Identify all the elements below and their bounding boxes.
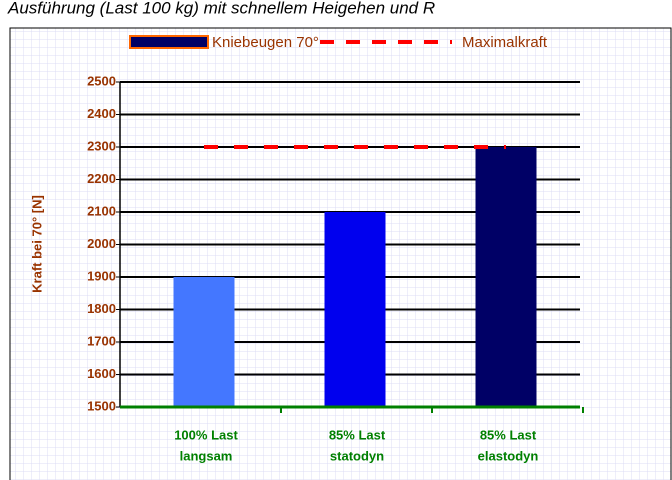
legend-label: Maximalkraft bbox=[462, 34, 548, 51]
y-tick-label: 1900 bbox=[87, 268, 116, 283]
x-tick-label: statodyn bbox=[330, 448, 384, 463]
y-tick-label: 1600 bbox=[87, 366, 116, 381]
y-tick-label: 2400 bbox=[87, 106, 116, 121]
bar bbox=[324, 212, 386, 407]
x-tick-label: 100% Last bbox=[174, 427, 238, 442]
legend-label: Kniebeugen 70° bbox=[212, 34, 319, 51]
y-tick-label: 2300 bbox=[87, 138, 116, 153]
y-tick-label: 2000 bbox=[87, 236, 116, 251]
y-axis-label: Kraft bei 70° [N] bbox=[29, 195, 44, 293]
x-tick-label: 85% Last bbox=[329, 427, 386, 442]
chart-title: Ausführung (Last 100 kg) mit schnellem H… bbox=[7, 0, 435, 17]
x-tick-label: 85% Last bbox=[480, 427, 537, 442]
y-tick-label: 2200 bbox=[87, 171, 116, 186]
y-tick-label: 1800 bbox=[87, 301, 116, 316]
y-tick-label: 1500 bbox=[87, 398, 116, 413]
bar bbox=[173, 277, 235, 407]
legend-swatch bbox=[129, 35, 209, 49]
x-tick-label: elastodyn bbox=[478, 448, 539, 463]
x-tick-label: langsam bbox=[180, 448, 233, 463]
y-tick-label: 2500 bbox=[87, 73, 116, 88]
bar bbox=[475, 147, 537, 407]
y-tick-label: 2100 bbox=[87, 203, 116, 218]
y-tick-label: 1700 bbox=[87, 333, 116, 348]
